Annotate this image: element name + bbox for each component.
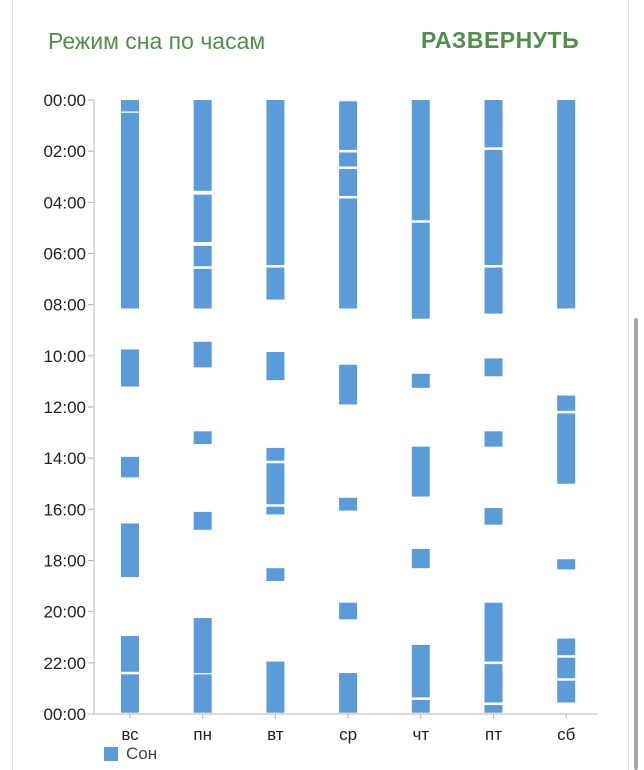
sleep-bar bbox=[193, 674, 212, 713]
sleep-bar bbox=[121, 523, 139, 578]
sleep-bar bbox=[266, 661, 285, 713]
sleep-bar bbox=[411, 373, 430, 388]
sleep-bar bbox=[121, 635, 139, 672]
sleep-bar bbox=[557, 638, 576, 656]
sleep-bar bbox=[557, 657, 576, 679]
sleep-bar bbox=[484, 664, 503, 703]
sleep-bar bbox=[266, 267, 285, 300]
sleep-bar bbox=[193, 245, 212, 267]
sleep-bar bbox=[411, 644, 430, 698]
sleep-bar bbox=[411, 699, 430, 713]
sleep-bar bbox=[484, 149, 503, 266]
legend-swatch bbox=[104, 747, 118, 761]
card-title: Режим сна по часам bbox=[48, 28, 266, 54]
sleep-bar bbox=[266, 447, 285, 461]
sleep-bar bbox=[193, 511, 212, 530]
sleep-bar bbox=[339, 101, 358, 150]
sleep-bar bbox=[557, 395, 576, 411]
sleep-bar bbox=[121, 674, 139, 713]
y-tick-label: 18:00 bbox=[43, 552, 86, 571]
y-tick-label: 10:00 bbox=[43, 347, 86, 366]
y-tick-label: 00:00 bbox=[43, 91, 86, 110]
sleep-bar bbox=[193, 100, 212, 191]
scrollbar-thumb[interactable] bbox=[634, 318, 638, 770]
card-border-right bbox=[628, 0, 629, 770]
sleep-bar bbox=[484, 508, 503, 525]
legend-label: Сон bbox=[126, 744, 158, 763]
sleep-bar bbox=[557, 559, 576, 570]
sleep-bar bbox=[484, 100, 503, 148]
x-tick-label: чт bbox=[412, 725, 429, 744]
sleep-bar bbox=[557, 100, 576, 309]
x-tick-label: пн bbox=[193, 725, 212, 744]
sleep-bar bbox=[339, 198, 358, 309]
sleep-bar bbox=[193, 618, 212, 674]
sleep-bar bbox=[121, 112, 139, 309]
y-tick-label: 08:00 bbox=[43, 296, 86, 315]
sleep-bar bbox=[484, 705, 503, 713]
sleep-bar bbox=[557, 680, 576, 703]
sleep-bar bbox=[557, 413, 576, 484]
sleep-bar bbox=[193, 431, 212, 445]
x-tick-label: вс bbox=[121, 725, 139, 744]
sleep-bar bbox=[193, 194, 212, 242]
sleep-bar bbox=[411, 446, 430, 497]
sleep-bar bbox=[193, 268, 212, 309]
sleep-bar bbox=[266, 506, 285, 515]
sleep-bar bbox=[484, 267, 503, 314]
y-tick-label: 12:00 bbox=[43, 398, 86, 417]
sleep-bar bbox=[339, 152, 358, 167]
y-tick-label: 02:00 bbox=[43, 142, 86, 161]
sleep-bar bbox=[339, 169, 358, 196]
sleep-bar bbox=[484, 602, 503, 662]
sleep-bar bbox=[266, 463, 285, 505]
sleep-bar bbox=[266, 351, 285, 381]
sleep-bar bbox=[121, 100, 139, 112]
x-tick-label: вт bbox=[267, 725, 284, 744]
y-tick-label: 20:00 bbox=[43, 603, 86, 622]
sleep-bar bbox=[484, 431, 503, 447]
card-border-left bbox=[12, 0, 13, 770]
y-tick-label: 00:00 bbox=[43, 705, 86, 724]
y-tick-label: 04:00 bbox=[43, 193, 86, 212]
sleep-bar bbox=[411, 548, 430, 569]
sleep-bar bbox=[266, 568, 285, 581]
sleep-bar bbox=[411, 100, 430, 221]
sleep-bar bbox=[411, 222, 430, 319]
y-tick-label: 16:00 bbox=[43, 500, 86, 519]
sleep-bar bbox=[121, 456, 139, 478]
sleep-bar bbox=[339, 602, 358, 620]
sleep-bar bbox=[339, 673, 358, 713]
sleep-bar bbox=[193, 341, 212, 368]
y-tick-label: 06:00 bbox=[43, 245, 86, 264]
x-tick-label: ср bbox=[339, 725, 357, 744]
chart-legend: Сон bbox=[104, 744, 157, 764]
sleep-bar bbox=[339, 364, 358, 405]
y-tick-label: 14:00 bbox=[43, 449, 86, 468]
expand-button[interactable]: РАЗВЕРНУТЬ bbox=[421, 27, 580, 53]
x-tick-label: пт bbox=[485, 725, 502, 744]
sleep-bar bbox=[339, 497, 358, 511]
x-tick-label: сб bbox=[557, 725, 576, 744]
sleep-bar bbox=[266, 100, 285, 266]
y-tick-label: 22:00 bbox=[43, 654, 86, 673]
sleep-bar bbox=[484, 358, 503, 377]
sleep-bar bbox=[121, 349, 139, 387]
